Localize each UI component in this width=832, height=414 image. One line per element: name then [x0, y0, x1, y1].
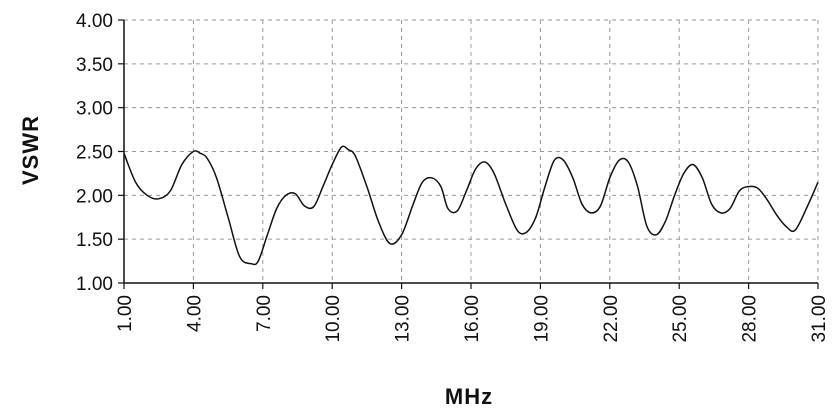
x-axis-title: MHz	[445, 384, 493, 409]
axes	[118, 19, 819, 289]
x-tick-labels: 1.00 4.00 7.00 10.00 13.00 16.00 19.00 22.00 25.…	[115, 295, 830, 343]
y-tick-label: 2.00	[76, 186, 113, 207]
x-tick-label: 31.00	[809, 295, 830, 343]
y-tick-label: 3.00	[76, 99, 113, 120]
x-tick-label: 25.00	[670, 295, 691, 343]
y-tick-label: 2.50	[76, 143, 113, 164]
y-tick-label: 1.50	[76, 230, 113, 251]
y-tick-label: 4.00	[76, 11, 113, 32]
x-tick-label: 28.00	[740, 295, 761, 343]
x-tick-label: 4.00	[184, 295, 205, 332]
x-tick-label: 10.00	[323, 295, 344, 343]
y-tick-labels: 1.00 1.50 2.00 2.50 3.00 3.50 4.00	[76, 11, 113, 295]
x-tick-label: 22.00	[601, 295, 622, 343]
vswr-series-line	[123, 145, 819, 266]
x-tick-label: 16.00	[462, 295, 483, 343]
x-tick-label: 13.00	[393, 295, 414, 343]
x-tick-label: 7.00	[254, 295, 275, 332]
y-tick-label: 1.00	[76, 274, 113, 295]
x-tick-label: 1.00	[115, 295, 136, 332]
y-axis-title: VSWR	[18, 115, 43, 185]
gridlines	[124, 19, 819, 283]
y-tick-label: 3.50	[76, 55, 113, 76]
x-tick-label: 19.00	[531, 295, 552, 343]
